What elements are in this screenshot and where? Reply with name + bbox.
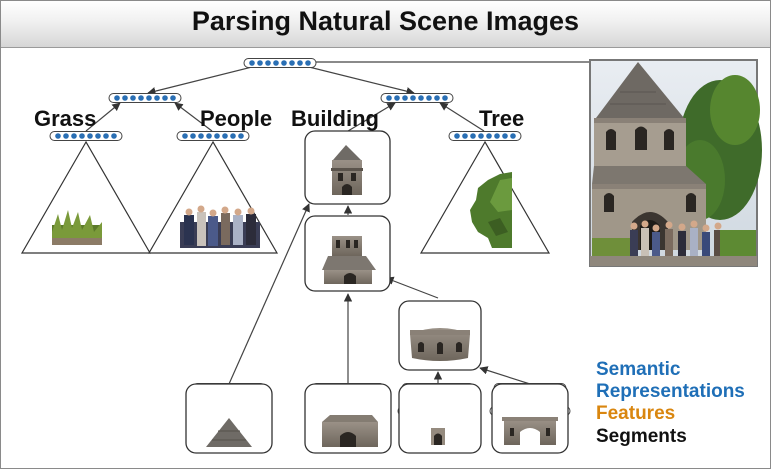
grass-segment-icon xyxy=(52,210,102,245)
mid-building-segment-icon xyxy=(322,236,376,284)
arch-segment-icon xyxy=(502,417,558,445)
drum-segment-icon xyxy=(410,328,470,361)
people-segment-icon xyxy=(180,205,260,248)
people-node xyxy=(176,131,250,141)
title-bar xyxy=(1,1,770,48)
roof-segment-icon xyxy=(206,418,252,447)
edge-arch-drum xyxy=(479,366,531,385)
edge-root-left xyxy=(147,65,257,96)
window-segment-icon xyxy=(431,428,445,445)
edge-people xyxy=(174,102,213,132)
window-segment-box xyxy=(398,383,482,454)
slide-title: Parsing Natural Scene Images xyxy=(191,6,580,36)
legend-semantic-line2: Representations xyxy=(596,381,745,402)
edge-tree xyxy=(439,102,485,132)
right-parent-node xyxy=(380,93,454,103)
edge-grass xyxy=(85,102,121,132)
label-tree: Tree xyxy=(479,106,525,131)
church-scene-photo xyxy=(589,59,762,267)
legend-semantic-line1: Semantic xyxy=(596,359,681,380)
tree-edges xyxy=(85,61,590,385)
grass-node xyxy=(49,131,123,141)
edge-building xyxy=(347,102,396,132)
wall-segment-icon xyxy=(322,415,378,447)
edge-drum-mid xyxy=(385,276,439,299)
tree-node xyxy=(448,131,522,141)
label-grass: Grass xyxy=(34,106,97,131)
edge-root-right xyxy=(304,65,415,96)
label-people: People xyxy=(200,106,273,131)
edge-roof-building xyxy=(228,203,310,385)
root-node xyxy=(243,58,317,68)
legend-features: Features xyxy=(596,403,676,424)
legend-segments: Segments xyxy=(596,426,687,447)
left-parent-node xyxy=(108,93,182,103)
building-segment-icon xyxy=(331,145,363,195)
tree-segment-icon xyxy=(470,172,512,248)
label-building: Building xyxy=(291,106,379,131)
